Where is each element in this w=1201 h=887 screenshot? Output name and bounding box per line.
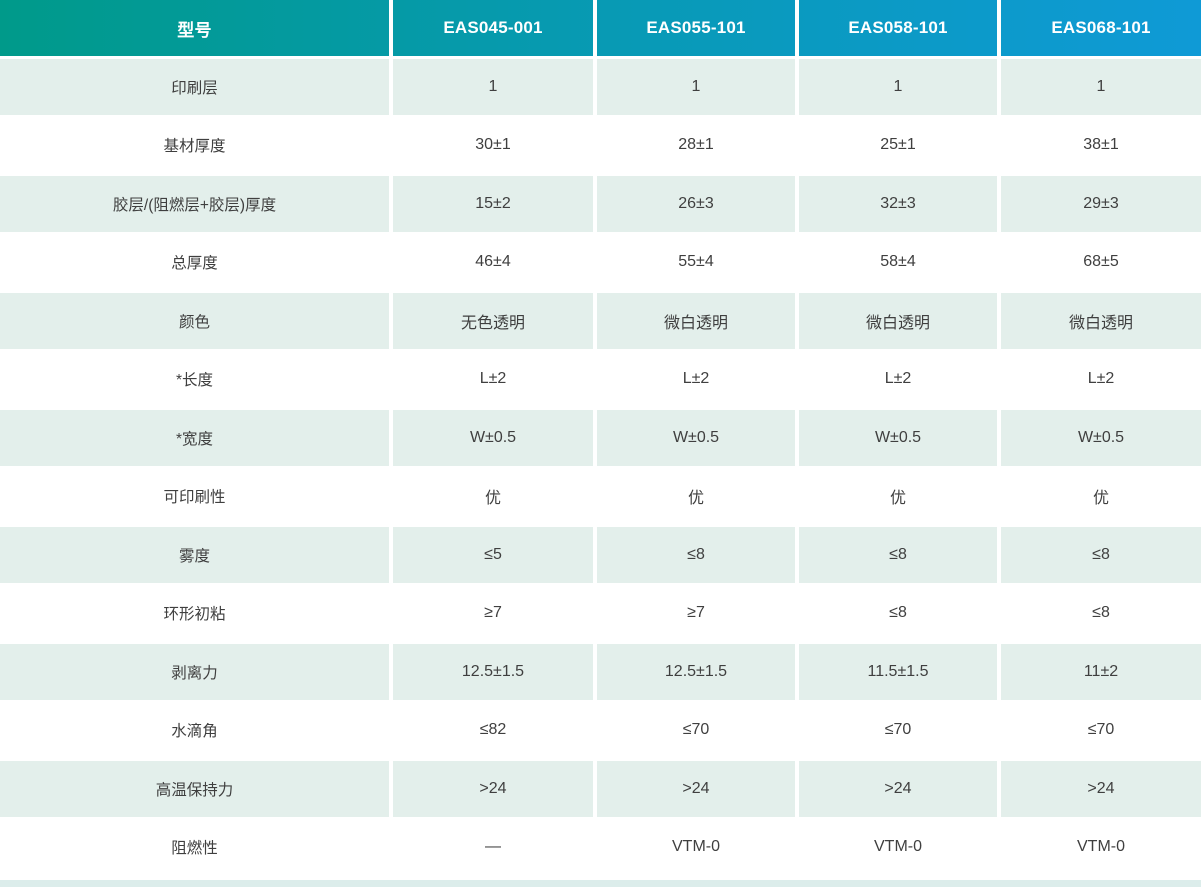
- value-cell: 1: [997, 59, 1201, 115]
- value-cell: 28±1: [593, 117, 795, 173]
- value-cell: 38±1: [997, 117, 1201, 173]
- table-row: 可印刷性优优优优: [0, 468, 1201, 524]
- table-row: 雾度 ≤5 ≤8 ≤8 ≤8: [0, 527, 1201, 583]
- header-model-cell: EAS058-101: [795, 0, 997, 56]
- value-cell: 11±2: [997, 644, 1201, 700]
- value-cell: W±0.5: [389, 410, 593, 466]
- value-cell: 32±3: [795, 176, 997, 232]
- row-label: 可印刷性: [0, 468, 389, 524]
- value-cell: W±0.5: [997, 410, 1201, 466]
- row-label: 印刷层: [0, 59, 389, 115]
- value-cell: ≤70: [593, 702, 795, 758]
- row-label: 水滴角: [0, 702, 389, 758]
- value-cell: 微白透明: [795, 293, 997, 349]
- value-cell: 30±1: [389, 117, 593, 173]
- table-row: 印刷层 1 1 1 1: [0, 59, 1201, 115]
- row-label: 阻燃性: [0, 819, 389, 875]
- value-cell: 无色透明: [389, 293, 593, 349]
- row-label: 胶层/(阻燃层+胶层)厚度: [0, 176, 389, 232]
- value-cell: 29±3: [997, 176, 1201, 232]
- value-cell: ≤8: [795, 527, 997, 583]
- table-row: 水滴角 ≤82 ≤70 ≤70 ≤70: [0, 702, 1201, 758]
- value-cell: L±2: [997, 351, 1201, 407]
- value-cell: 1: [795, 59, 997, 115]
- value-cell: 58±4: [795, 234, 997, 290]
- value-cell: 优: [593, 468, 795, 524]
- table-row: 阻燃性 — VTM-0 VTM-0 VTM-0: [0, 819, 1201, 875]
- value-cell: 25±1: [795, 117, 997, 173]
- row-label: 环形初粘: [0, 585, 389, 641]
- value-cell: 1: [389, 59, 593, 115]
- value-cell: >24: [795, 761, 997, 817]
- value-cell: 55±4: [593, 234, 795, 290]
- table-row: 环形初粘 ≥7 ≥7 ≤8 ≤8: [0, 585, 1201, 641]
- value-cell: 26±3: [593, 176, 795, 232]
- value-cell: ≤70: [795, 702, 997, 758]
- table-row: 基材厚度 30±1 28±1 25±1 38±1: [0, 117, 1201, 173]
- value-cell: VTM-0: [593, 819, 795, 875]
- value-cell: 微白透明: [997, 293, 1201, 349]
- value-cell: 11.5±1.5: [795, 644, 997, 700]
- row-label: *宽度: [0, 410, 389, 466]
- value-cell: ≤8: [997, 527, 1201, 583]
- header-model-cell: EAS068-101: [997, 0, 1201, 56]
- table-row: 胶层/(阻燃层+胶层)厚度 15±2 26±3 32±3 29±3: [0, 176, 1201, 232]
- value-cell: L±2: [795, 351, 997, 407]
- value-cell: 微白透明: [593, 293, 795, 349]
- value-cell: L±2: [593, 351, 795, 407]
- value-cell: ≤5: [389, 527, 593, 583]
- table-header-row: 型号 EAS045-001 EAS055-101 EAS058-101 EAS068-1…: [0, 0, 1201, 56]
- value-cell: 15±2: [389, 176, 593, 232]
- row-label: 总厚度: [0, 234, 389, 290]
- value-cell: ≤82: [389, 702, 593, 758]
- value-cell: ≤8: [593, 527, 795, 583]
- value-cell: 68±5: [997, 234, 1201, 290]
- value-cell: W±0.5: [593, 410, 795, 466]
- value-cell: W±0.5: [795, 410, 997, 466]
- value-cell: >24: [389, 761, 593, 817]
- header-model-cell: EAS045-001: [389, 0, 593, 56]
- bottom-strip: [0, 880, 1201, 887]
- row-label: 基材厚度: [0, 117, 389, 173]
- value-cell: >24: [593, 761, 795, 817]
- value-cell: ≤8: [997, 585, 1201, 641]
- value-cell: 46±4: [389, 234, 593, 290]
- header-model-cell: EAS055-101: [593, 0, 795, 56]
- table-row: 总厚度 46±4 55±4 58±4 68±5: [0, 234, 1201, 290]
- row-label: 剥离力: [0, 644, 389, 700]
- value-cell: 12.5±1.5: [593, 644, 795, 700]
- value-cell: 优: [389, 468, 593, 524]
- table-row: *宽度 W±0.5 W±0.5 W±0.5 W±0.5: [0, 410, 1201, 466]
- table-row: *长度 L±2 L±2 L±2 L±2: [0, 351, 1201, 407]
- value-cell: 优: [997, 468, 1201, 524]
- value-cell: ≤70: [997, 702, 1201, 758]
- value-cell: VTM-0: [997, 819, 1201, 875]
- row-label: *长度: [0, 351, 389, 407]
- row-label: 高温保持力: [0, 761, 389, 817]
- table-row: 颜色 无色透明 微白透明 微白透明 微白透明: [0, 293, 1201, 349]
- table-row: 高温保持力 >24 >24 >24 >24: [0, 761, 1201, 817]
- value-cell: 1: [593, 59, 795, 115]
- row-label: 颜色: [0, 293, 389, 349]
- value-cell: VTM-0: [795, 819, 997, 875]
- value-cell: 12.5±1.5: [389, 644, 593, 700]
- value-cell: 优: [795, 468, 997, 524]
- value-cell: ≥7: [389, 585, 593, 641]
- row-label: 雾度: [0, 527, 389, 583]
- value-cell: >24: [997, 761, 1201, 817]
- value-cell: L±2: [389, 351, 593, 407]
- value-cell: ≥7: [593, 585, 795, 641]
- table-row: 剥离力 12.5±1.5 12.5±1.5 11.5±1.5 11±2: [0, 644, 1201, 700]
- header-model-column-label: 型号: [177, 20, 212, 40]
- value-cell: ≤8: [795, 585, 997, 641]
- value-cell: —: [389, 819, 593, 875]
